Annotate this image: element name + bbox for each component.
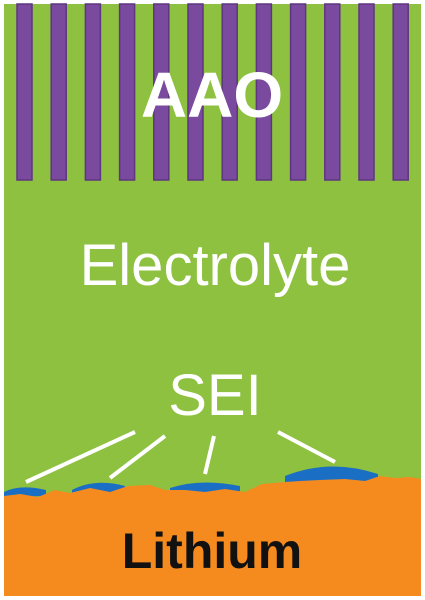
sei-label: SEI: [168, 363, 262, 428]
pore-stripe: [85, 4, 100, 180]
pore-stripe: [51, 4, 66, 180]
electrolyte-label: Electrolyte: [80, 233, 351, 298]
pore-stripe: [359, 4, 374, 180]
pore-stripe: [393, 4, 408, 180]
pore-stripe: [291, 4, 306, 180]
lithium-label: Lithium: [122, 523, 303, 579]
page: AAO Electrolyte SEI Lithium (() => { con…: [0, 0, 425, 600]
pore-stripe: [120, 4, 135, 180]
pore-stripe: [17, 4, 32, 180]
pore-stripe: [325, 4, 340, 180]
aao-label: AAO: [141, 59, 283, 131]
diagram: AAO Electrolyte SEI Lithium: [0, 0, 425, 600]
